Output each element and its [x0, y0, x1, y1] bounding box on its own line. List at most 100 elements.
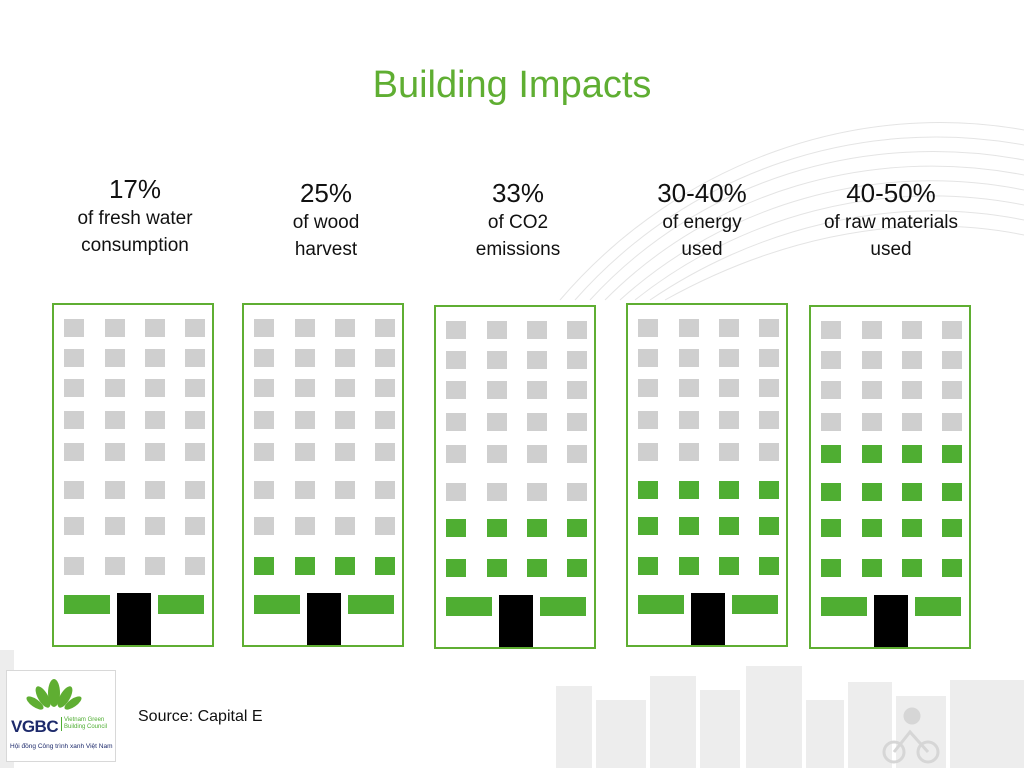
window-green — [942, 445, 962, 463]
window-gray — [446, 413, 466, 431]
window-gray — [145, 319, 165, 337]
base-bar-right — [348, 595, 394, 614]
window-gray — [719, 349, 739, 367]
window-gray — [254, 349, 274, 367]
stat-desc-line1: of wood — [292, 212, 360, 233]
window-green — [821, 559, 841, 577]
window-gray — [638, 349, 658, 367]
window-gray — [105, 557, 125, 575]
window-gray — [446, 445, 466, 463]
window-gray — [185, 379, 205, 397]
window-gray — [254, 481, 274, 499]
window-green — [902, 483, 922, 501]
source-note: Source: Capital E — [138, 708, 263, 725]
stat-desc-line2: harvest — [294, 239, 358, 260]
window-gray — [185, 349, 205, 367]
window-green — [902, 519, 922, 537]
bicycle-decoration — [882, 707, 940, 764]
window-gray — [145, 517, 165, 535]
window-gray — [295, 379, 315, 397]
stat-raw-materials: 40-50% of raw materials used — [796, 177, 986, 263]
window-gray — [185, 557, 205, 575]
stat-percent: 33% — [491, 178, 545, 208]
stat-desc-line2: emissions — [475, 239, 561, 260]
window-gray — [527, 351, 547, 369]
window-green — [487, 559, 507, 577]
stat-wood: 25% of wood harvest — [231, 177, 421, 263]
window-gray — [902, 413, 922, 431]
window-gray — [335, 517, 355, 535]
base-bar-left — [64, 595, 110, 614]
stat-water: 17% of fresh water consumption — [40, 173, 230, 259]
window-gray — [64, 379, 84, 397]
window-gray — [64, 557, 84, 575]
window-gray — [679, 443, 699, 461]
window-gray — [679, 411, 699, 429]
window-gray — [64, 517, 84, 535]
window-gray — [145, 379, 165, 397]
window-gray — [527, 483, 547, 501]
window-gray — [527, 413, 547, 431]
window-green — [375, 557, 395, 575]
window-green — [335, 557, 355, 575]
window-green — [487, 519, 507, 537]
window-green — [821, 483, 841, 501]
window-gray — [487, 351, 507, 369]
window-gray — [64, 319, 84, 337]
window-gray — [335, 481, 355, 499]
window-gray — [375, 379, 395, 397]
window-green — [679, 481, 699, 499]
building-wood — [242, 303, 404, 647]
stat-desc-line2: consumption — [81, 235, 189, 256]
stat-desc-line2: used — [681, 239, 723, 260]
window-gray — [446, 321, 466, 339]
window-gray — [295, 411, 315, 429]
building-door — [307, 593, 341, 645]
window-gray — [295, 481, 315, 499]
window-green — [719, 557, 739, 575]
building-door — [117, 593, 151, 645]
window-gray — [567, 483, 587, 501]
building-water — [52, 303, 214, 647]
window-green — [759, 557, 779, 575]
base-bar-right — [540, 597, 586, 616]
stat-co2: 33% of CO2 emissions — [423, 177, 613, 263]
window-gray — [375, 349, 395, 367]
window-gray — [105, 379, 125, 397]
window-gray — [567, 321, 587, 339]
stat-desc-line1: of energy — [662, 212, 742, 233]
window-gray — [105, 319, 125, 337]
window-green — [638, 557, 658, 575]
window-green — [527, 559, 547, 577]
window-gray — [527, 381, 547, 399]
window-gray — [375, 411, 395, 429]
window-gray — [105, 443, 125, 461]
window-gray — [567, 413, 587, 431]
window-gray — [902, 321, 922, 339]
window-green — [719, 517, 739, 535]
window-gray — [487, 445, 507, 463]
window-gray — [862, 381, 882, 399]
window-gray — [145, 349, 165, 367]
page-title: Building Impacts — [372, 64, 652, 106]
base-bar-left — [254, 595, 300, 614]
window-gray — [185, 481, 205, 499]
window-gray — [567, 445, 587, 463]
window-gray — [719, 443, 739, 461]
window-green — [821, 445, 841, 463]
wave-lines-decoration — [559, 121, 1024, 301]
window-gray — [145, 411, 165, 429]
stat-desc-line1: of fresh water — [77, 208, 193, 229]
window-gray — [295, 349, 315, 367]
window-gray — [185, 443, 205, 461]
window-gray — [105, 517, 125, 535]
vgbc-logo: VGBC Vietnam Green Building Council Hội … — [6, 670, 116, 762]
window-green — [821, 519, 841, 537]
window-green — [719, 481, 739, 499]
window-green — [254, 557, 274, 575]
window-gray — [487, 321, 507, 339]
building-co2 — [434, 305, 596, 649]
window-gray — [902, 351, 922, 369]
window-gray — [185, 319, 205, 337]
